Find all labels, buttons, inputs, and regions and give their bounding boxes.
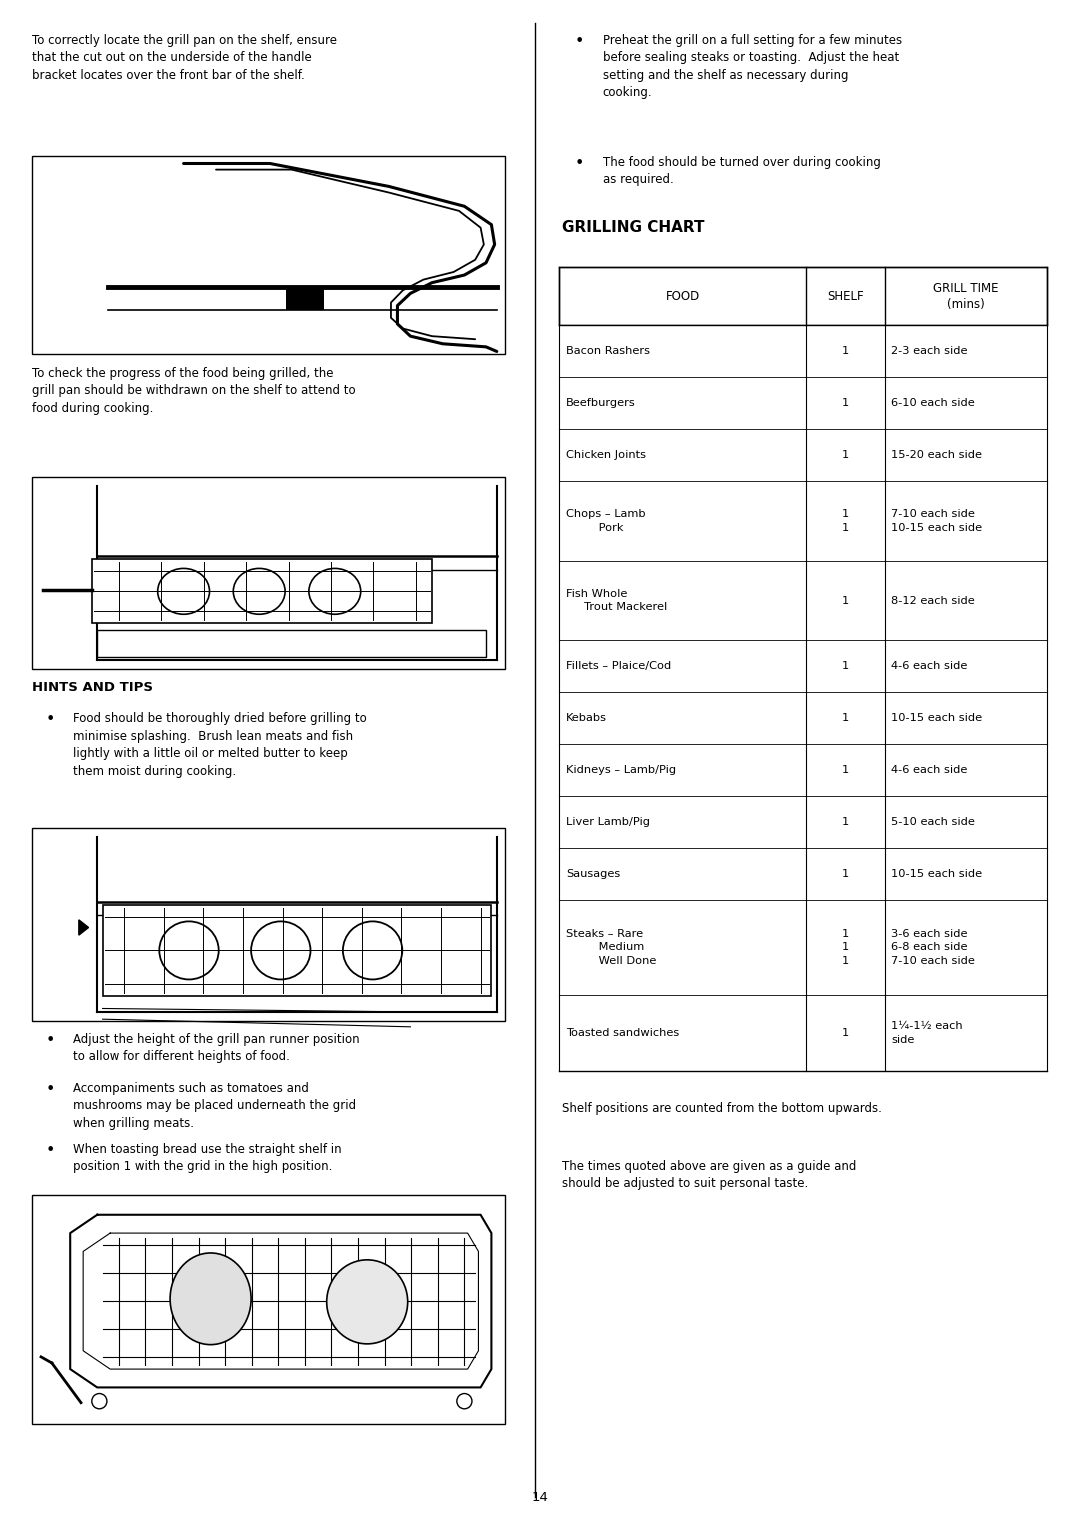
Text: Food should be thoroughly dried before grilling to
minimise splashing.  Brush le: Food should be thoroughly dried before g… xyxy=(73,712,367,778)
Text: •: • xyxy=(45,1033,55,1048)
Text: 1: 1 xyxy=(841,596,849,605)
Bar xyxy=(559,561,1047,640)
Text: Liver Lamb/Pig: Liver Lamb/Pig xyxy=(566,817,650,827)
Bar xyxy=(559,429,1047,481)
Text: •: • xyxy=(575,34,584,49)
Text: •: • xyxy=(45,1143,55,1158)
Text: When toasting bread use the straight shelf in
position 1 with the grid in the hi: When toasting bread use the straight she… xyxy=(73,1143,342,1174)
Text: •: • xyxy=(45,1082,55,1097)
Text: 15-20 each side: 15-20 each side xyxy=(891,451,982,460)
Text: 1
1: 1 1 xyxy=(841,509,849,533)
Text: Beefburgers: Beefburgers xyxy=(566,399,636,408)
Bar xyxy=(103,905,491,996)
Bar xyxy=(559,796,1047,848)
Text: 1: 1 xyxy=(841,766,849,775)
Text: •: • xyxy=(575,156,584,171)
Bar xyxy=(32,828,505,1021)
Text: 1¼-1½ each
side: 1¼-1½ each side xyxy=(891,1021,962,1045)
Text: 10-15 each side: 10-15 each side xyxy=(891,869,982,879)
Text: 3-6 each side
6-8 each side
7-10 each side: 3-6 each side 6-8 each side 7-10 each si… xyxy=(891,929,975,966)
Ellipse shape xyxy=(327,1259,408,1345)
Text: Chicken Joints: Chicken Joints xyxy=(566,451,646,460)
Text: Accompaniments such as tomatoes and
mushrooms may be placed underneath the grid
: Accompaniments such as tomatoes and mush… xyxy=(73,1082,356,1129)
Text: Fish Whole
     Trout Mackerel: Fish Whole Trout Mackerel xyxy=(566,588,667,613)
Bar xyxy=(559,377,1047,429)
Bar xyxy=(32,1195,505,1424)
Bar xyxy=(559,744,1047,796)
Text: To correctly locate the grill pan on the shelf, ensure
that the cut out on the u: To correctly locate the grill pan on the… xyxy=(32,34,337,81)
Bar xyxy=(559,900,1047,995)
Text: Steaks – Rare
         Medium
         Well Done: Steaks – Rare Medium Well Done xyxy=(566,929,657,966)
Bar xyxy=(559,481,1047,561)
Text: GRILLING CHART: GRILLING CHART xyxy=(562,220,704,235)
Bar xyxy=(32,156,505,354)
Text: 1: 1 xyxy=(841,714,849,723)
Bar xyxy=(559,995,1047,1071)
Text: Sausages: Sausages xyxy=(566,869,620,879)
Bar xyxy=(559,692,1047,744)
Text: 1: 1 xyxy=(841,399,849,408)
Bar xyxy=(32,477,505,669)
Text: HINTS AND TIPS: HINTS AND TIPS xyxy=(32,681,153,695)
Ellipse shape xyxy=(171,1253,251,1345)
Bar xyxy=(286,287,324,310)
Text: Chops – Lamb
         Pork: Chops – Lamb Pork xyxy=(566,509,646,533)
Text: •: • xyxy=(45,712,55,727)
Text: GRILL TIME
(mins): GRILL TIME (mins) xyxy=(933,283,998,310)
Text: Toasted sandwiches: Toasted sandwiches xyxy=(566,1028,679,1038)
Text: Adjust the height of the grill pan runner position
to allow for different height: Adjust the height of the grill pan runne… xyxy=(73,1033,360,1063)
Text: Kebabs: Kebabs xyxy=(566,714,607,723)
Text: The times quoted above are given as a guide and
should be adjusted to suit perso: The times quoted above are given as a gu… xyxy=(562,1160,856,1190)
Bar xyxy=(92,559,432,623)
Bar xyxy=(559,325,1047,377)
Text: 5-10 each side: 5-10 each side xyxy=(891,817,975,827)
Text: 1: 1 xyxy=(841,869,849,879)
Polygon shape xyxy=(79,920,89,935)
Text: 6-10 each side: 6-10 each side xyxy=(891,399,975,408)
Text: 14: 14 xyxy=(531,1490,549,1504)
Text: FOOD: FOOD xyxy=(665,290,700,303)
Text: 8-12 each side: 8-12 each side xyxy=(891,596,975,605)
Text: Kidneys – Lamb/Pig: Kidneys – Lamb/Pig xyxy=(566,766,676,775)
Text: 10-15 each side: 10-15 each side xyxy=(891,714,982,723)
Text: Preheat the grill on a full setting for a few minutes
before sealing steaks or t: Preheat the grill on a full setting for … xyxy=(603,34,902,99)
Text: 1: 1 xyxy=(841,451,849,460)
Bar xyxy=(559,848,1047,900)
Text: 1: 1 xyxy=(841,662,849,671)
Bar xyxy=(559,267,1047,325)
Text: 7-10 each side
10-15 each side: 7-10 each side 10-15 each side xyxy=(891,509,982,533)
Text: 2-3 each side: 2-3 each side xyxy=(891,347,968,356)
Text: 1: 1 xyxy=(841,1028,849,1038)
Text: 1: 1 xyxy=(841,347,849,356)
Bar xyxy=(559,640,1047,692)
Text: Shelf positions are counted from the bottom upwards.: Shelf positions are counted from the bot… xyxy=(562,1102,881,1115)
Text: SHELF: SHELF xyxy=(827,290,863,303)
Text: The food should be turned over during cooking
as required.: The food should be turned over during co… xyxy=(603,156,880,186)
Text: Fillets – Plaice/Cod: Fillets – Plaice/Cod xyxy=(566,662,671,671)
Text: Bacon Rashers: Bacon Rashers xyxy=(566,347,650,356)
Text: 1: 1 xyxy=(841,817,849,827)
Text: 4-6 each side: 4-6 each side xyxy=(891,662,968,671)
Text: To check the progress of the food being grilled, the
grill pan should be withdra: To check the progress of the food being … xyxy=(32,367,356,414)
Text: 4-6 each side: 4-6 each side xyxy=(891,766,968,775)
Text: 1
1
1: 1 1 1 xyxy=(841,929,849,966)
Bar xyxy=(97,630,486,657)
